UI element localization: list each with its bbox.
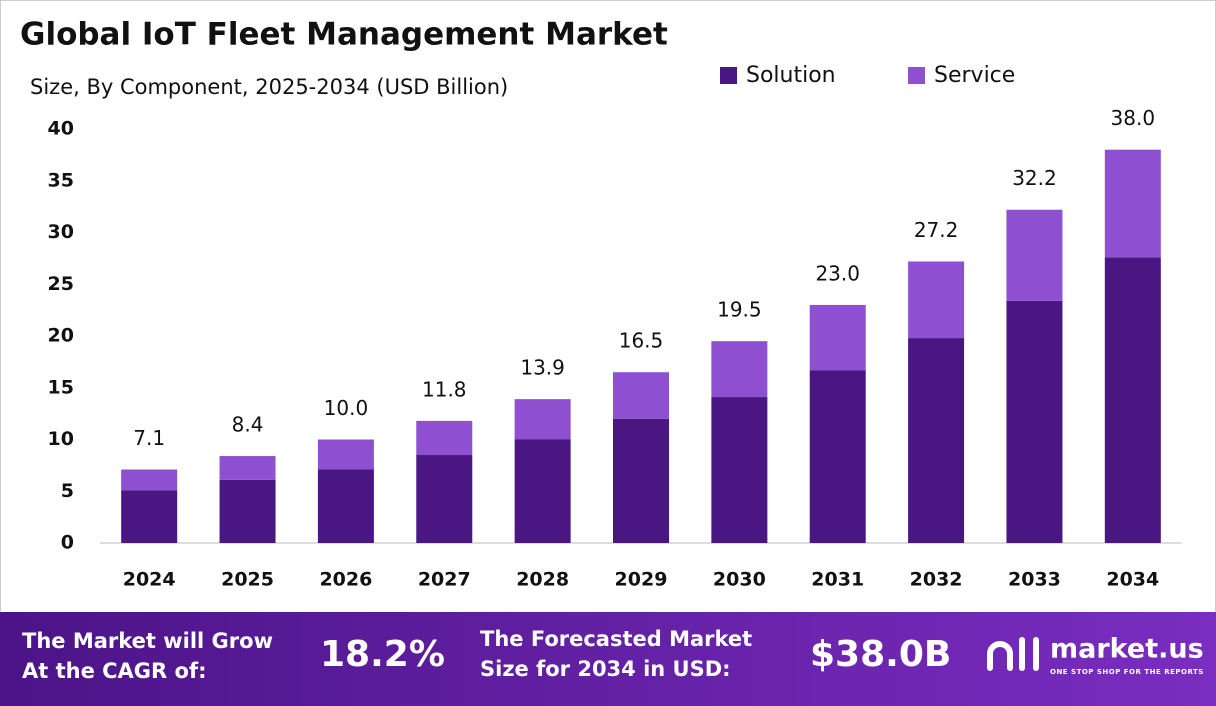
y-tick-label: 30: [48, 221, 74, 243]
cagr-text: The Market will Grow: [22, 629, 273, 653]
bar-segment: [908, 261, 965, 339]
forecast-text: Size for 2034 in USD:: [480, 657, 731, 681]
y-tick-label: 5: [61, 480, 74, 502]
legend-label: Service: [934, 63, 1015, 88]
bar-segment: [908, 338, 965, 543]
bar-segment: [317, 469, 374, 543]
x-tick-label: 2029: [615, 569, 668, 591]
bar-segment: [514, 399, 571, 440]
total-label: 32.2: [1012, 166, 1057, 190]
bar-segment: [416, 420, 473, 456]
x-tick-label: 2031: [811, 569, 864, 591]
bar-segment: [809, 304, 866, 371]
cagr-value: 18.2%: [320, 634, 445, 675]
chart-title: Global IoT Fleet Management Market: [20, 17, 668, 53]
total-label: 13.9: [520, 356, 565, 380]
bar-segment: [1006, 300, 1063, 543]
x-tick-label: 2033: [1008, 569, 1061, 591]
legend-swatch: [908, 67, 925, 84]
legend-swatch: [720, 67, 737, 84]
y-tick-label: 0: [61, 532, 74, 554]
x-tick-label: 2025: [221, 569, 274, 591]
x-tick-label: 2030: [713, 569, 766, 591]
footer-band: [0, 612, 1216, 706]
x-tick-label: 2024: [123, 569, 176, 591]
y-tick-label: 15: [48, 376, 74, 398]
y-tick-label: 10: [48, 428, 74, 450]
bar-segment: [317, 439, 374, 470]
x-tick-label: 2034: [1106, 569, 1159, 591]
y-tick-label: 20: [48, 325, 74, 347]
logo-icon: [987, 637, 1039, 671]
bar-segment: [711, 397, 768, 543]
forecast-value: $38.0B: [810, 634, 951, 675]
bar-segment: [121, 469, 178, 491]
total-label: 7.1: [133, 426, 165, 450]
tagline: ONE STOP SHOP FOR THE REPORTS: [1050, 668, 1204, 676]
bar-segment: [711, 341, 768, 398]
bar-segment: [219, 479, 276, 543]
x-tick-label: 2032: [910, 569, 963, 591]
bar-segment: [1104, 257, 1161, 543]
total-label: 16.5: [619, 329, 664, 353]
total-label: 38.0: [1111, 106, 1156, 130]
forecast-text: The Forecasted Market: [480, 627, 752, 651]
total-label: 23.0: [815, 261, 860, 285]
chart-subtitle: Size, By Component, 2025-2034 (USD Billi…: [30, 75, 508, 99]
bar-segment: [1006, 209, 1063, 301]
y-tick-label: 35: [48, 169, 74, 191]
bar-segment: [613, 372, 669, 419]
legend-label: Solution: [746, 63, 836, 88]
total-label: 8.4: [232, 413, 264, 437]
x-tick-label: 2028: [516, 569, 569, 591]
y-tick-label: 40: [48, 118, 74, 140]
bar-segment: [416, 455, 473, 543]
bar-segment: [219, 456, 276, 480]
bar-segment: [613, 418, 669, 543]
total-label: 11.8: [422, 377, 467, 401]
bar-segment: [514, 439, 571, 543]
bar-segment: [1104, 149, 1161, 258]
brand: market.us: [1050, 634, 1204, 665]
bar-segment: [809, 370, 866, 543]
bar-segment: [121, 490, 178, 543]
x-tick-label: 2027: [418, 569, 471, 591]
total-label: 19.5: [717, 298, 762, 322]
total-label: 10.0: [324, 396, 369, 420]
total-label: 27.2: [914, 218, 959, 242]
y-tick-label: 25: [48, 273, 74, 295]
x-tick-label: 2026: [319, 569, 372, 591]
cagr-text: At the CAGR of:: [22, 659, 207, 683]
